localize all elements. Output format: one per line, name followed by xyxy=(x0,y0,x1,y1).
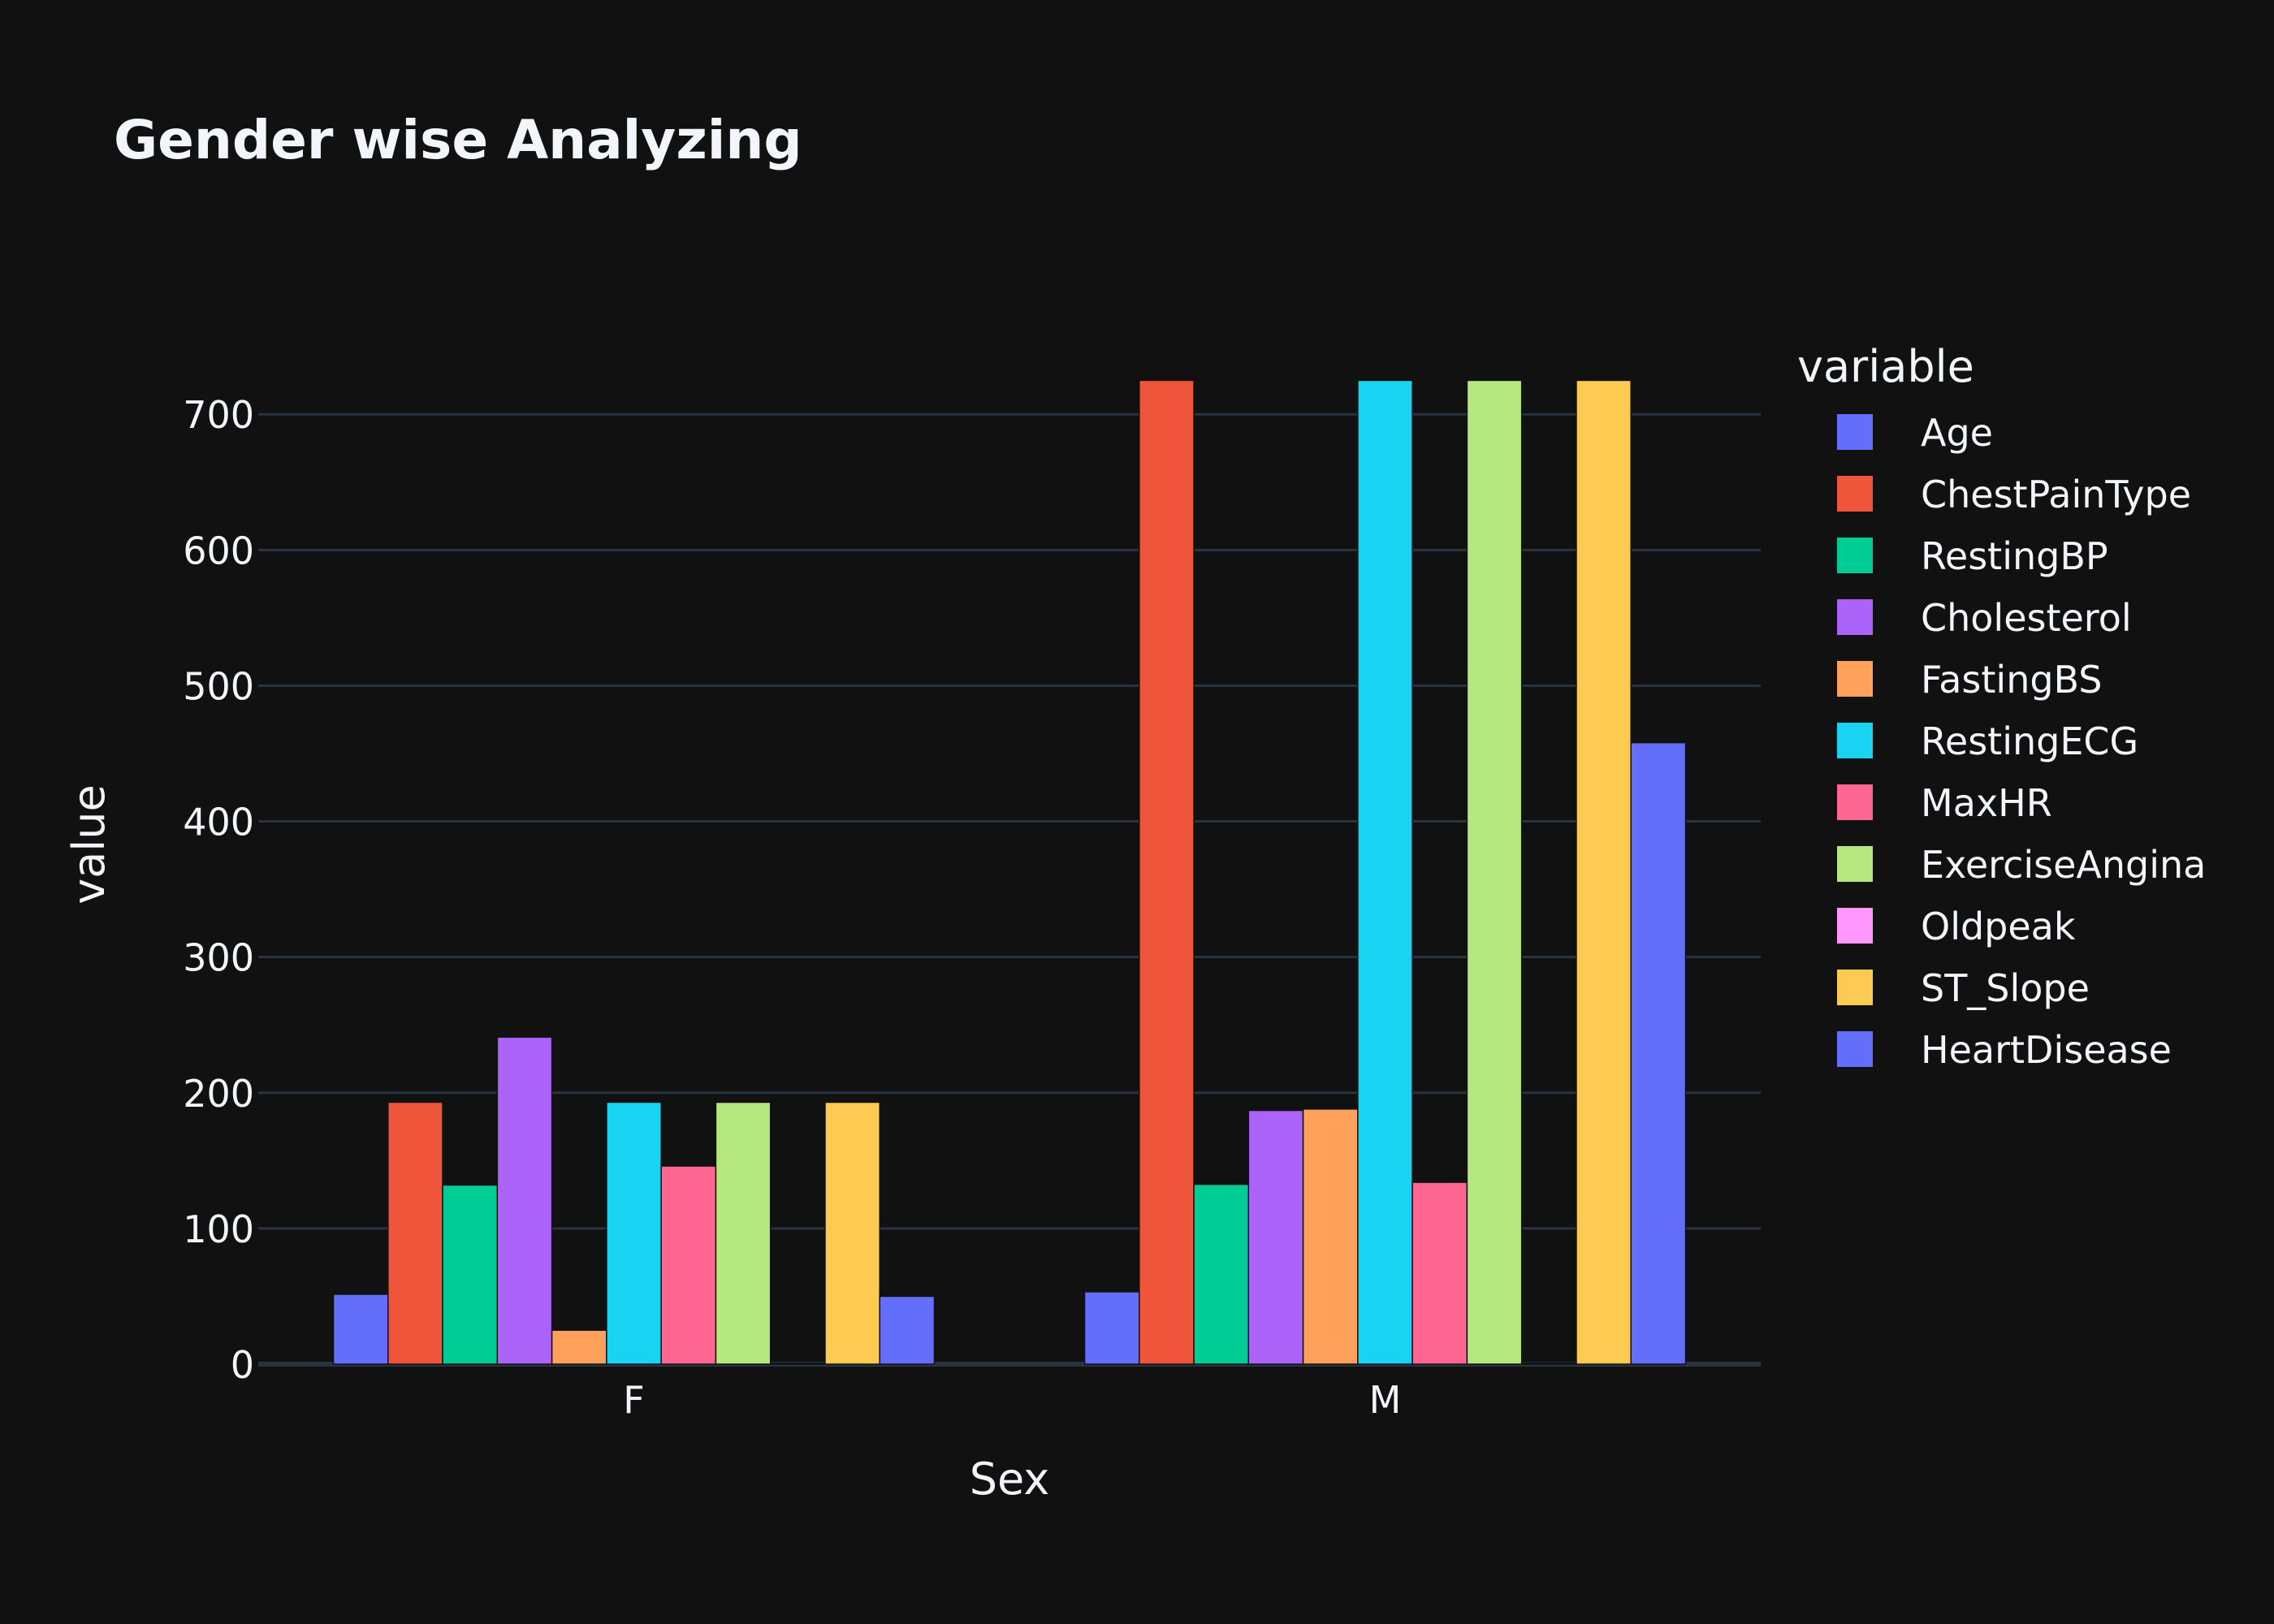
bar-FastingBS-M[interactable] xyxy=(1302,1108,1359,1365)
y-tick-label: 400 xyxy=(183,801,254,844)
bar-ChestPainType-M[interactable] xyxy=(1139,379,1195,1365)
legend-item[interactable]: RestingECG xyxy=(1837,719,2138,763)
legend-label: RestingECG xyxy=(1921,719,2138,763)
bar-MaxHR-F[interactable] xyxy=(660,1165,717,1365)
x-axis-title: Sex xyxy=(970,1453,1050,1505)
legend-label: ExerciseAngina xyxy=(1921,843,2206,887)
legend-swatch xyxy=(1837,723,1873,758)
x-tick-label: M xyxy=(1369,1378,1402,1422)
bar-Age-F[interactable] xyxy=(332,1294,389,1365)
legend-item[interactable]: ST_Slope xyxy=(1837,966,2090,1010)
bar-ST_Slope-M[interactable] xyxy=(1576,379,1632,1365)
legend-swatch xyxy=(1837,846,1873,882)
bar-ExerciseAngina-F[interactable] xyxy=(715,1101,772,1365)
bar-Cholesterol-F[interactable] xyxy=(496,1036,553,1365)
y-tick-label: 700 xyxy=(183,393,254,437)
y-tick-label: 500 xyxy=(183,664,254,708)
legend-swatch xyxy=(1837,908,1873,944)
bar-ST_Slope-F[interactable] xyxy=(824,1101,880,1365)
bar-HeartDisease-M[interactable] xyxy=(1630,741,1687,1365)
legend-item[interactable]: ExerciseAngina xyxy=(1837,843,2206,887)
legend-item[interactable]: HeartDisease xyxy=(1837,1028,2172,1072)
bar-Age-M[interactable] xyxy=(1083,1291,1140,1365)
bar-Oldpeak-M[interactable] xyxy=(1520,1362,1577,1365)
legend-item[interactable]: FastingBS xyxy=(1837,658,2103,702)
x-tick-label: F xyxy=(623,1378,644,1422)
legend-label: Cholesterol xyxy=(1921,596,2132,640)
y-axis-ticks: 0 100 200 300 400 500 600 700 xyxy=(183,393,254,1387)
legend-swatch xyxy=(1837,538,1873,573)
legend-label: RestingBP xyxy=(1921,534,2108,578)
y-tick-label: 300 xyxy=(183,936,254,980)
legend-label: MaxHR xyxy=(1921,781,2052,825)
bar-ChestPainType-F[interactable] xyxy=(387,1101,443,1365)
legend-item[interactable]: MaxHR xyxy=(1837,781,2052,825)
bar-Cholesterol-M[interactable] xyxy=(1247,1109,1304,1365)
legend-label: Oldpeak xyxy=(1921,905,2076,948)
y-tick-label: 600 xyxy=(183,529,254,572)
bar-Oldpeak-F[interactable] xyxy=(769,1363,826,1365)
legend-swatch xyxy=(1837,1031,1873,1067)
bar-RestingBP-F[interactable] xyxy=(442,1184,499,1365)
legend[interactable]: Age ChestPainType RestingBP Cholesterol Fast… xyxy=(1837,411,2206,1072)
y-tick-label: 0 xyxy=(231,1343,254,1387)
legend-swatch xyxy=(1837,599,1873,635)
legend-item[interactable]: RestingBP xyxy=(1837,534,2108,578)
legend-label: ChestPainType xyxy=(1921,473,2191,516)
legend-label: Age xyxy=(1921,411,1993,455)
legend-title: variable xyxy=(1797,341,1974,392)
legend-swatch xyxy=(1837,414,1873,450)
legend-swatch xyxy=(1837,784,1873,820)
y-tick-label: 100 xyxy=(183,1207,254,1251)
legend-item[interactable]: ChestPainType xyxy=(1837,473,2191,516)
bar-RestingECG-F[interactable] xyxy=(606,1101,662,1365)
legend-label: FastingBS xyxy=(1921,658,2103,702)
legend-item[interactable]: Age xyxy=(1837,411,1993,455)
bar-HeartDisease-F[interactable] xyxy=(879,1295,936,1365)
bar-RestingECG-M[interactable] xyxy=(1357,379,1413,1365)
legend-swatch xyxy=(1837,970,1873,1005)
y-tick-label: 200 xyxy=(183,1072,254,1116)
bar-RestingBP-M[interactable] xyxy=(1193,1183,1250,1365)
legend-swatch xyxy=(1837,476,1873,512)
legend-item[interactable]: Oldpeak xyxy=(1837,905,2076,948)
legend-label: HeartDisease xyxy=(1921,1028,2172,1072)
legend-label: ST_Slope xyxy=(1921,966,2090,1010)
bar-ExerciseAngina-M[interactable] xyxy=(1466,379,1523,1365)
bar-FastingBS-F[interactable] xyxy=(551,1329,607,1365)
y-axis-title: value xyxy=(63,784,115,905)
bars xyxy=(332,379,1687,1365)
bar-MaxHR-M[interactable] xyxy=(1412,1181,1468,1365)
chart-title: Gender wise Analyzing xyxy=(114,109,802,171)
legend-swatch xyxy=(1837,661,1873,697)
legend-item[interactable]: Cholesterol xyxy=(1837,596,2132,640)
